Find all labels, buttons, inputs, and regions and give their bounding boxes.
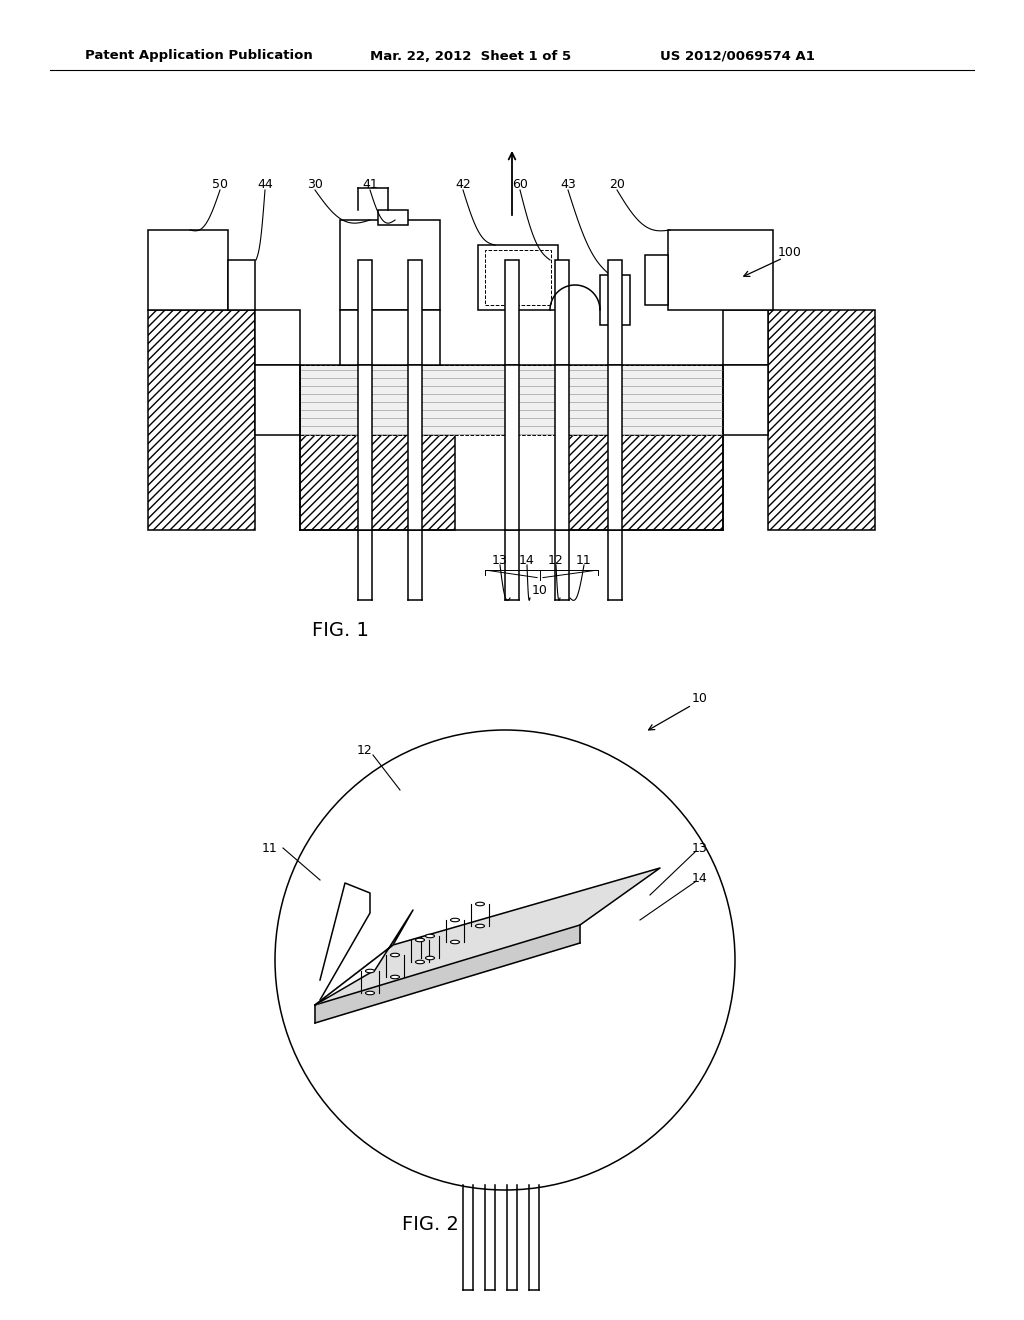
Text: 14: 14 <box>692 871 708 884</box>
Bar <box>723 366 768 436</box>
Bar <box>358 260 372 366</box>
Bar <box>228 260 255 310</box>
Text: US 2012/0069574 A1: US 2012/0069574 A1 <box>660 49 815 62</box>
Bar <box>300 436 455 531</box>
Bar <box>408 260 422 366</box>
Text: 11: 11 <box>262 842 278 854</box>
Text: 41: 41 <box>362 178 378 191</box>
Bar <box>255 310 300 366</box>
Bar <box>408 366 422 531</box>
Circle shape <box>275 730 735 1191</box>
Text: 10: 10 <box>532 585 548 598</box>
Bar <box>505 260 519 366</box>
Ellipse shape <box>426 935 434 937</box>
Text: 13: 13 <box>692 842 708 854</box>
Ellipse shape <box>416 960 425 964</box>
Text: 12: 12 <box>357 743 373 756</box>
Bar <box>668 230 773 310</box>
Bar <box>608 366 622 531</box>
Polygon shape <box>319 883 370 1001</box>
Bar <box>645 255 668 305</box>
Ellipse shape <box>366 969 375 973</box>
Bar <box>485 249 551 305</box>
Ellipse shape <box>416 939 425 941</box>
Bar <box>555 366 569 531</box>
Polygon shape <box>315 925 580 1023</box>
Bar <box>555 260 569 366</box>
Text: 60: 60 <box>512 178 528 191</box>
Ellipse shape <box>366 991 375 995</box>
Bar <box>148 230 228 310</box>
Bar <box>608 260 622 366</box>
Text: 10: 10 <box>692 692 708 705</box>
Bar <box>768 310 874 531</box>
Bar <box>568 436 723 531</box>
Text: 44: 44 <box>257 178 272 191</box>
Text: 13: 13 <box>493 553 508 566</box>
Text: 30: 30 <box>307 178 323 191</box>
Ellipse shape <box>451 940 460 944</box>
Bar <box>340 310 440 366</box>
Bar <box>600 275 630 325</box>
Bar <box>148 310 255 531</box>
Text: 100: 100 <box>778 246 802 259</box>
Text: Patent Application Publication: Patent Application Publication <box>85 49 312 62</box>
Text: FIG. 2: FIG. 2 <box>401 1216 459 1234</box>
Text: 14: 14 <box>519 553 535 566</box>
Bar <box>300 366 723 436</box>
Bar <box>358 366 372 531</box>
Ellipse shape <box>426 956 434 960</box>
Ellipse shape <box>451 919 460 921</box>
Ellipse shape <box>390 975 399 978</box>
Text: 12: 12 <box>548 553 564 566</box>
Polygon shape <box>315 869 660 1005</box>
Text: 50: 50 <box>212 178 228 191</box>
Text: 42: 42 <box>455 178 471 191</box>
Bar <box>255 366 300 436</box>
Ellipse shape <box>475 903 484 906</box>
Text: Mar. 22, 2012  Sheet 1 of 5: Mar. 22, 2012 Sheet 1 of 5 <box>370 49 571 62</box>
Text: 43: 43 <box>560 178 575 191</box>
Polygon shape <box>315 909 413 1005</box>
Text: 20: 20 <box>609 178 625 191</box>
Bar <box>478 246 558 310</box>
Bar <box>340 220 440 310</box>
Ellipse shape <box>390 953 399 957</box>
Bar <box>505 366 519 531</box>
Text: FIG. 1: FIG. 1 <box>311 620 369 639</box>
Ellipse shape <box>475 924 484 928</box>
Bar <box>723 310 768 366</box>
Bar <box>378 210 408 224</box>
Text: 11: 11 <box>577 553 592 566</box>
